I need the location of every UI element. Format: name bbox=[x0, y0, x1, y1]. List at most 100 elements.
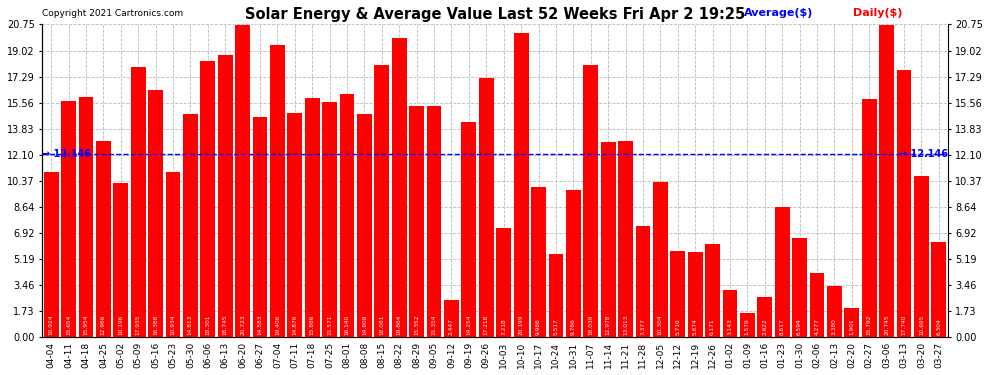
Text: 20.745: 20.745 bbox=[884, 315, 889, 336]
Text: 6.594: 6.594 bbox=[797, 319, 802, 336]
Text: 9.986: 9.986 bbox=[536, 319, 541, 336]
Bar bbox=[583, 65, 598, 337]
Bar bbox=[252, 117, 267, 337]
Bar bbox=[218, 55, 233, 337]
Bar bbox=[479, 78, 494, 337]
Text: 10.304: 10.304 bbox=[657, 315, 663, 336]
Bar bbox=[183, 114, 198, 337]
Text: 15.654: 15.654 bbox=[66, 315, 71, 336]
Bar bbox=[340, 94, 354, 337]
Bar bbox=[287, 113, 302, 337]
Bar bbox=[566, 190, 581, 337]
Bar bbox=[653, 182, 667, 337]
Bar bbox=[323, 102, 337, 337]
Bar bbox=[932, 242, 946, 337]
Text: 9.786: 9.786 bbox=[571, 319, 576, 336]
Bar bbox=[531, 187, 545, 337]
Bar bbox=[897, 70, 912, 337]
Bar bbox=[131, 67, 146, 337]
Bar bbox=[78, 97, 93, 337]
Text: 10.695: 10.695 bbox=[919, 315, 924, 336]
Bar bbox=[357, 114, 372, 337]
Text: 3.143: 3.143 bbox=[728, 319, 733, 336]
Bar bbox=[392, 38, 407, 337]
Bar bbox=[305, 98, 320, 337]
Bar bbox=[792, 238, 807, 337]
Text: → 12.146: → 12.146 bbox=[43, 149, 91, 159]
Bar bbox=[445, 300, 459, 337]
Bar bbox=[862, 99, 876, 337]
Text: 2.447: 2.447 bbox=[449, 319, 454, 336]
Bar bbox=[636, 226, 650, 337]
Bar bbox=[705, 244, 720, 337]
Bar bbox=[148, 90, 163, 337]
Text: 15.352: 15.352 bbox=[414, 315, 419, 336]
Bar bbox=[740, 313, 754, 337]
Bar bbox=[514, 33, 529, 337]
Text: 18.745: 18.745 bbox=[223, 315, 228, 336]
Text: 7.377: 7.377 bbox=[641, 319, 645, 336]
Text: 12.986: 12.986 bbox=[101, 315, 106, 336]
Text: 17.740: 17.740 bbox=[902, 315, 907, 336]
Bar bbox=[810, 273, 825, 337]
Text: Daily($): Daily($) bbox=[852, 8, 902, 18]
Bar bbox=[670, 251, 685, 337]
Text: 18.301: 18.301 bbox=[205, 315, 210, 336]
Text: 8.617: 8.617 bbox=[780, 319, 785, 336]
Bar bbox=[427, 106, 442, 337]
Bar bbox=[461, 122, 476, 337]
Text: 15.792: 15.792 bbox=[866, 315, 872, 336]
Text: 10.934: 10.934 bbox=[170, 315, 175, 336]
Bar bbox=[879, 25, 894, 337]
Bar bbox=[496, 228, 511, 337]
Text: 17.218: 17.218 bbox=[484, 315, 489, 336]
Bar bbox=[44, 172, 58, 337]
Text: 15.571: 15.571 bbox=[327, 315, 333, 336]
Bar bbox=[601, 141, 616, 337]
Text: 5.716: 5.716 bbox=[675, 319, 680, 336]
Text: 15.354: 15.354 bbox=[432, 315, 437, 336]
Bar bbox=[723, 290, 738, 337]
Text: 6.304: 6.304 bbox=[937, 319, 941, 336]
Bar bbox=[165, 172, 180, 337]
Text: 6.171: 6.171 bbox=[710, 319, 715, 336]
Bar bbox=[914, 176, 929, 337]
Text: 16.140: 16.140 bbox=[345, 315, 349, 336]
Title: Solar Energy & Average Value Last 52 Weeks Fri Apr 2 19:25: Solar Energy & Average Value Last 52 Wee… bbox=[245, 7, 745, 22]
Text: 5.517: 5.517 bbox=[553, 319, 558, 336]
Text: 4.277: 4.277 bbox=[815, 319, 820, 336]
Bar bbox=[827, 286, 842, 337]
Text: 20.723: 20.723 bbox=[241, 315, 246, 336]
Bar bbox=[61, 101, 76, 337]
Text: 14.813: 14.813 bbox=[188, 315, 193, 336]
Text: 7.218: 7.218 bbox=[501, 319, 506, 336]
Text: 14.876: 14.876 bbox=[292, 315, 297, 336]
Bar bbox=[374, 65, 389, 337]
Text: 19.864: 19.864 bbox=[397, 315, 402, 336]
Text: 2.622: 2.622 bbox=[762, 319, 767, 336]
Text: 10.196: 10.196 bbox=[118, 315, 124, 336]
Text: 1.901: 1.901 bbox=[849, 319, 854, 336]
Bar bbox=[270, 45, 285, 337]
Text: 17.935: 17.935 bbox=[136, 315, 141, 336]
Text: 15.954: 15.954 bbox=[83, 315, 88, 336]
Bar bbox=[844, 308, 859, 337]
Text: 20.199: 20.199 bbox=[519, 315, 524, 336]
Bar bbox=[114, 183, 128, 337]
Text: 12.978: 12.978 bbox=[606, 315, 611, 336]
Bar bbox=[409, 106, 424, 337]
Bar bbox=[757, 297, 772, 337]
Text: 13.013: 13.013 bbox=[623, 315, 628, 336]
Bar bbox=[96, 141, 111, 337]
Text: 10.924: 10.924 bbox=[49, 315, 53, 336]
Text: 3.380: 3.380 bbox=[832, 319, 837, 336]
Bar bbox=[688, 252, 703, 337]
Text: Average($): Average($) bbox=[743, 8, 813, 18]
Bar bbox=[200, 62, 215, 337]
Bar bbox=[775, 207, 790, 337]
Text: 16.388: 16.388 bbox=[153, 315, 158, 336]
Text: → 12.146: → 12.146 bbox=[899, 149, 947, 159]
Text: 14.583: 14.583 bbox=[257, 315, 262, 336]
Text: 14.254: 14.254 bbox=[466, 315, 471, 336]
Text: 1.579: 1.579 bbox=[744, 319, 749, 336]
